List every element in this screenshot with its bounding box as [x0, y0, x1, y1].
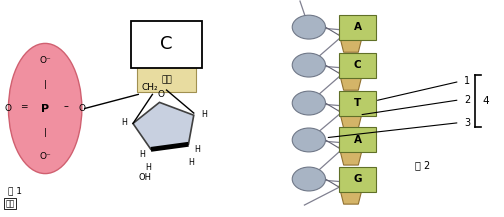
Text: O: O — [157, 90, 164, 99]
Ellipse shape — [292, 167, 326, 191]
Ellipse shape — [292, 53, 326, 77]
Text: 4: 4 — [483, 96, 489, 106]
Text: |: | — [44, 128, 46, 137]
Text: A: A — [354, 135, 362, 145]
Text: –: – — [64, 101, 69, 111]
Polygon shape — [339, 23, 363, 52]
Ellipse shape — [9, 43, 82, 174]
Text: 图 1: 图 1 — [9, 186, 23, 195]
Ellipse shape — [292, 15, 326, 39]
Text: O⁻: O⁻ — [39, 56, 51, 65]
Text: C: C — [354, 60, 361, 70]
Text: =: = — [20, 102, 28, 111]
Text: 3: 3 — [464, 118, 470, 128]
Text: H: H — [140, 150, 145, 159]
FancyBboxPatch shape — [339, 167, 376, 192]
Text: P: P — [41, 104, 49, 113]
Text: 磷酸: 磷酸 — [6, 199, 15, 208]
Text: H: H — [121, 118, 127, 127]
Text: H: H — [194, 145, 200, 154]
Text: T: T — [354, 98, 361, 108]
Text: G: G — [353, 174, 362, 184]
Text: CH₂: CH₂ — [141, 83, 158, 92]
Polygon shape — [339, 136, 363, 165]
FancyBboxPatch shape — [137, 67, 196, 92]
Text: H: H — [188, 158, 194, 167]
FancyBboxPatch shape — [339, 53, 376, 78]
FancyBboxPatch shape — [131, 21, 202, 68]
Text: A: A — [354, 22, 362, 32]
Text: |: | — [44, 80, 46, 89]
Text: 2: 2 — [464, 95, 470, 105]
FancyBboxPatch shape — [339, 91, 376, 115]
Text: O: O — [78, 104, 85, 113]
FancyBboxPatch shape — [339, 128, 376, 153]
Polygon shape — [339, 99, 363, 128]
Text: H: H — [146, 163, 152, 173]
Polygon shape — [133, 102, 194, 149]
Text: OH: OH — [139, 173, 152, 182]
Ellipse shape — [292, 128, 326, 152]
Text: 碱基: 碱基 — [161, 75, 172, 84]
Text: 1: 1 — [464, 76, 470, 86]
Text: C: C — [160, 36, 173, 53]
Text: H: H — [201, 110, 207, 119]
FancyBboxPatch shape — [339, 15, 376, 39]
Polygon shape — [339, 61, 363, 90]
Text: 图 2: 图 2 — [415, 160, 430, 170]
Text: O: O — [5, 104, 12, 113]
Polygon shape — [339, 175, 363, 204]
Text: O⁻: O⁻ — [39, 152, 51, 161]
Ellipse shape — [292, 91, 326, 115]
